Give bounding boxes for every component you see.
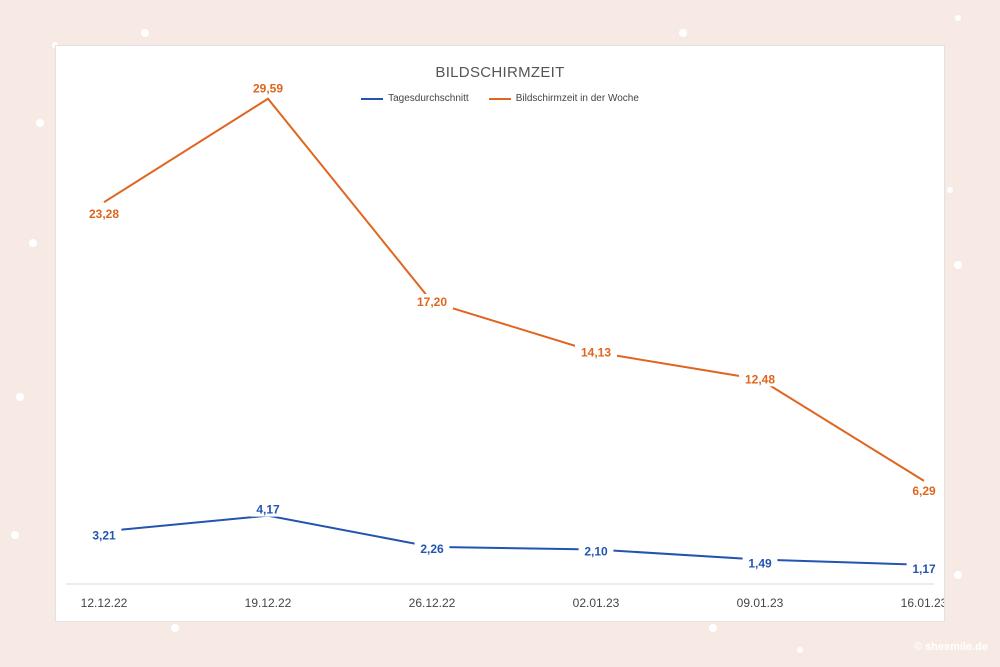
data-label-bg: [247, 80, 289, 96]
data-label-bg: [575, 344, 617, 360]
data-label: 1,17: [912, 562, 936, 576]
data-label-bg: [411, 293, 453, 309]
data-label-bg: [739, 371, 781, 387]
x-tick-label: 12.12.22: [81, 596, 128, 610]
data-label: 17,20: [417, 295, 447, 309]
data-label-bg: [906, 560, 942, 576]
legend-label-bildschirmzeit-woche: Bildschirmzeit in der Woche: [515, 93, 639, 104]
x-tick-label: 26.12.22: [409, 596, 456, 610]
data-label-bg: [86, 527, 122, 543]
legend-swatch-tagesdurchschnitt: [361, 97, 384, 100]
data-label: 3,21: [92, 528, 116, 542]
legend-item-tagesdurchschnitt: Tagesdurchschnitt: [361, 93, 469, 104]
data-label: 29,59: [253, 82, 283, 96]
legend-swatch-bildschirmzeit-woche: [488, 97, 511, 100]
x-tick-label: 19.12.22: [245, 596, 292, 610]
series-line-1: [103, 97, 925, 482]
data-label: 2,26: [420, 542, 444, 556]
data-label-bg: [578, 543, 614, 559]
data-label: 4,17: [256, 503, 280, 517]
chart-legend: Tagesdurchschnitt Bildschirmzeit in der …: [56, 93, 944, 104]
data-label-bg: [414, 540, 450, 556]
data-label-bg: [906, 482, 942, 498]
data-label-bg: [83, 206, 125, 222]
legend-item-bildschirmzeit-woche: Bildschirmzeit in der Woche: [488, 93, 639, 104]
data-label: 12,48: [745, 372, 775, 386]
series-line-0: [103, 514, 925, 566]
x-tick-label: 16.01.23: [901, 596, 944, 610]
x-tick-label: 09.01.23: [737, 596, 784, 610]
data-label: 6,29: [912, 484, 936, 498]
data-label: 14,13: [581, 345, 611, 359]
data-label: 23,28: [89, 207, 119, 221]
chart-title: BILDSCHIRMZEIT: [435, 64, 565, 81]
legend-label-tagesdurchschnitt: Tagesdurchschnitt: [388, 93, 469, 104]
data-label: 1,49: [748, 557, 772, 571]
data-label-bg: [250, 501, 286, 517]
data-label: 2,10: [584, 545, 608, 559]
chart-plot: 12.12.22 19.12.22 26.12.22 02.01.23 09.01.23…: [66, 80, 944, 610]
watermark: © shesmile.de: [913, 641, 988, 653]
data-label-bg: [742, 555, 778, 571]
x-tick-label: 02.01.23: [573, 596, 620, 610]
chart-card: 12.12.22 19.12.22 26.12.22 02.01.23 09.01.23…: [55, 45, 945, 622]
